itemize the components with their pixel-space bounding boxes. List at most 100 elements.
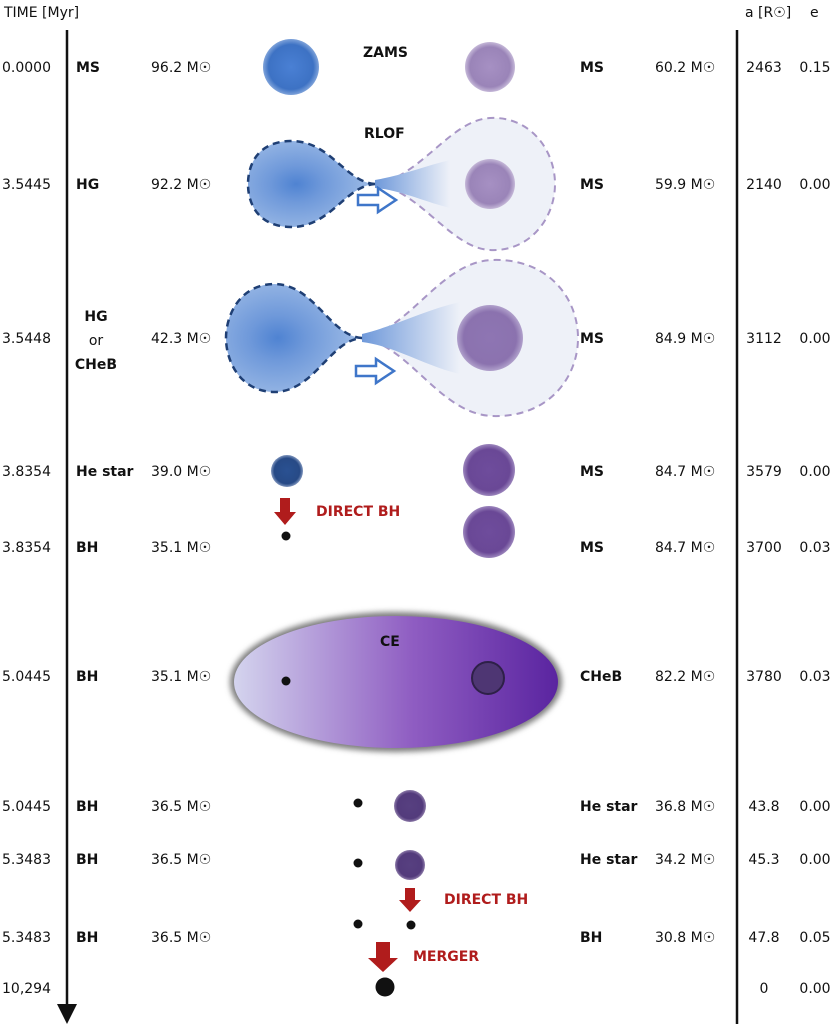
merged-black-hole [375,977,395,997]
primary-stage-label: CHeB [75,357,117,373]
time-value: 5.3483 [2,930,51,946]
separation-value: 45.3 [748,852,779,868]
primary-stage-label: BH [76,930,98,946]
secondary-black-hole [406,920,416,930]
primary-stage-label: MS [76,60,100,76]
secondary-stage-label: CHeB [580,669,622,685]
primary-stage-label: BH [76,799,98,815]
eccentricity-value: 0.15 [799,60,830,76]
primary-stage-label: HG [84,309,107,325]
primary-mass-value: 42.3 M☉ [151,331,211,347]
merger-arrow-icon [368,942,398,972]
primary-mass-value: 36.5 M☉ [151,799,211,815]
time-value: 3.8354 [2,464,51,480]
mass-transfer-stream [362,302,460,374]
time-value: 0.0000 [2,60,51,76]
primary-roche-lobe [224,282,363,394]
secondary-mass-value: 84.9 M☉ [655,331,715,347]
secondary-stage-label: MS [580,540,604,556]
secondary-stage-label: He star [580,799,638,815]
roche-lobe-overflow-2 [224,258,580,418]
primary-stage-label: BH [76,540,98,556]
primary-black-hole [353,798,363,808]
eccentricity-value: 0.00 [799,177,830,193]
separation-value: 3780 [746,669,782,685]
roche-lobe-overflow-1: RLOF [246,116,557,252]
eccentricity-value: 0.00 [799,799,830,815]
mass-transfer-arrow-icon [356,185,399,215]
mass-transfer-arrow-icon [354,356,397,386]
separation-value: 2463 [746,60,782,76]
secondary-mass-value: 30.8 M☉ [655,930,715,946]
secondary-mass-value: 82.2 M☉ [655,669,715,685]
primary-mass-value: 35.1 M☉ [151,540,211,556]
secondary-ms-star [465,42,515,92]
eccentricity-value: 0.00 [799,331,830,347]
direct-bh-arrow-icon [274,498,296,525]
direct-bh-label: DIRECT BH [316,504,400,520]
primary-mass-value: 36.5 M☉ [151,852,211,868]
primary-mass-value: 36.5 M☉ [151,930,211,946]
secondary-ms-star [463,506,515,558]
eccentricity-value: 0.05 [799,930,830,946]
common-envelope-body [234,616,558,748]
secondary-stage-label: He star [580,852,638,868]
eccentricity-value: 0.00 [799,981,830,997]
secondary-mass-value: 60.2 M☉ [655,60,715,76]
zams-label: ZAMS [363,45,408,61]
eccentricity-value: 0.00 [799,464,830,480]
rlof-label: RLOF [364,126,405,142]
separation-value: 3112 [746,331,782,347]
time-value: 3.8354 [2,540,51,556]
secondary-he-star [395,850,425,880]
time-value: 3.5445 [2,177,51,193]
eccentricity-value: 0.03 [799,669,830,685]
primary-stage-label: or [89,333,104,349]
separation-value: 3579 [746,464,782,480]
ce-label: CE [380,634,400,650]
secondary-mass-value: 84.7 M☉ [655,464,715,480]
direct-bh-arrow-icon [399,888,421,912]
mass-transfer-stream [375,160,450,208]
time-value: 5.0445 [2,669,51,685]
primary-black-hole [281,676,291,686]
secondary-stage-label: BH [580,930,602,946]
secondary-stage-label: MS [580,464,604,480]
primary-mass-value: 35.1 M☉ [151,669,211,685]
time-value: 3.5448 [2,331,51,347]
primary-mass-value: 39.0 M☉ [151,464,211,480]
primary-black-hole [353,919,363,929]
eccentricity-value: 0.03 [799,540,830,556]
primary-stage-label: He star [76,464,134,480]
direct-bh-label: DIRECT BH [444,892,528,908]
time-value: 5.3483 [2,852,51,868]
secondary-stage-label: MS [580,331,604,347]
separation-value: 2140 [746,177,782,193]
secondary-mass-value: 34.2 M☉ [655,852,715,868]
secondary-stage-label: MS [580,60,604,76]
merger-label: MERGER [413,949,479,965]
primary-stage-label: HG [76,177,99,193]
secondary-ms-star [465,159,515,209]
eccentricity-header: e [810,5,819,21]
separation-value: 43.8 [748,799,779,815]
primary-roche-lobe [246,139,376,229]
time-value: 5.0445 [2,799,51,815]
primary-he-star [271,455,303,487]
primary-mass-value: 92.2 M☉ [151,177,211,193]
primary-stage-label: BH [76,852,98,868]
primary-mass-value: 96.2 M☉ [151,60,211,76]
separation-value: 47.8 [748,930,779,946]
primary-black-hole [353,858,363,868]
primary-stage-label: BH [76,669,98,685]
secondary-ms-star [463,444,515,496]
primary-ms-star [263,39,319,95]
secondary-stage-label: MS [580,177,604,193]
time-value: 10,294 [2,981,51,997]
separation-value: 0 [760,981,769,997]
separation-value: 3700 [746,540,782,556]
secondary-mass-value: 84.7 M☉ [655,540,715,556]
secondary-he-star [394,790,426,822]
secondary-mass-value: 36.8 M☉ [655,799,715,815]
